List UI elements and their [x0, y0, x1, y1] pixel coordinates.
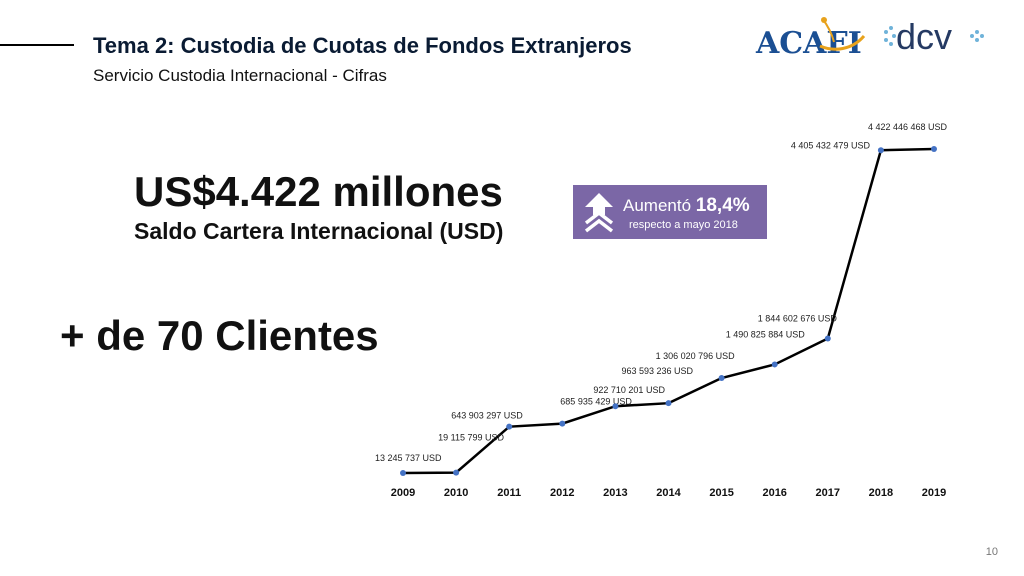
data-label: 1 306 020 796 USD: [656, 351, 736, 361]
data-label: 19 115 799 USD: [438, 433, 504, 443]
data-point: [824, 335, 831, 342]
data-point: [771, 361, 778, 368]
data-label: 685 935 429 USD: [560, 397, 632, 407]
growth-text: Aumentó 18,4%: [623, 195, 750, 217]
page-title: Tema 2: Custodia de Cuotas de Fondos Ext…: [93, 33, 632, 58]
x-tick-label: 2015: [709, 487, 733, 499]
dcv-dots-icon: [884, 26, 984, 46]
data-point: [718, 375, 725, 382]
data-label: 4 405 432 479 USD: [791, 140, 871, 150]
x-tick-label: 2013: [603, 487, 627, 499]
x-tick-label: 2019: [922, 487, 946, 499]
page-number: 10: [985, 546, 998, 558]
series-line: [402, 147, 935, 475]
x-tick-label: 2009: [391, 487, 415, 499]
up-arrows-icon: [584, 193, 614, 233]
acafi-logo: ACAFI: [752, 12, 872, 61]
x-tick-label: 2011: [497, 487, 521, 499]
x-tick-label: 2010: [444, 487, 468, 499]
growth-note: respecto a mayo 2018: [629, 219, 738, 231]
data-label: 643 903 297 USD: [451, 411, 523, 421]
data-point: [506, 423, 513, 430]
portfolio-amount-label: Saldo Cartera Internacional (USD): [134, 218, 504, 244]
data-point: [400, 470, 406, 477]
data-point: [931, 146, 937, 152]
data-label: 922 710 201 USD: [593, 385, 665, 395]
data-point: [453, 469, 460, 476]
growth-value: 18,4%: [695, 195, 750, 216]
acafi-swoosh-icon: [819, 17, 866, 51]
data-point: [665, 400, 672, 407]
data-label: 963 593 236 USD: [622, 366, 694, 376]
page-subtitle: Servicio Custodia Internacional - Cifras: [93, 66, 387, 85]
x-tick-label: 2016: [762, 487, 786, 499]
data-label: 13 245 737 USD: [375, 453, 442, 463]
clients-count: + de 70 Clientes: [60, 312, 379, 359]
x-tick-label: 2014: [656, 487, 681, 499]
data-point: [559, 420, 566, 427]
dcv-logo-text: dcv: [896, 16, 953, 57]
dcv-logo: dcv: [882, 16, 990, 58]
data-point: [612, 403, 619, 410]
growth-badge: Aumentó 18,4% respecto a mayo 2018: [573, 185, 767, 239]
growth-prefix: Aumentó: [623, 196, 692, 215]
x-tick-label: 2012: [550, 487, 574, 499]
acafi-logo-text: ACAFI: [756, 26, 862, 61]
data-label: 1 490 825 884 USD: [726, 329, 806, 339]
header-rule: [0, 44, 74, 46]
data-label: 4 422 446 468 USD: [868, 122, 948, 132]
x-tick-label: 2017: [816, 487, 840, 499]
data-point: [877, 147, 884, 154]
x-tick-label: 2018: [869, 487, 893, 499]
data-label: 1 844 602 676 USD: [758, 313, 838, 323]
portfolio-amount: US$4.422 millones: [134, 168, 503, 215]
